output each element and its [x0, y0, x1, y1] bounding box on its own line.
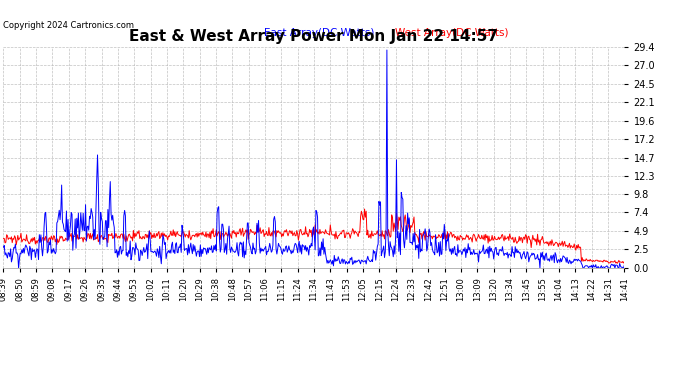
- Text: West Array(DC Watts): West Array(DC Watts): [395, 28, 508, 38]
- Text: Copyright 2024 Cartronics.com: Copyright 2024 Cartronics.com: [3, 21, 135, 30]
- Text: East Array(DC Watts): East Array(DC Watts): [264, 28, 375, 38]
- Title: East & West Array Power Mon Jan 22 14:57: East & West Array Power Mon Jan 22 14:57: [130, 29, 498, 44]
